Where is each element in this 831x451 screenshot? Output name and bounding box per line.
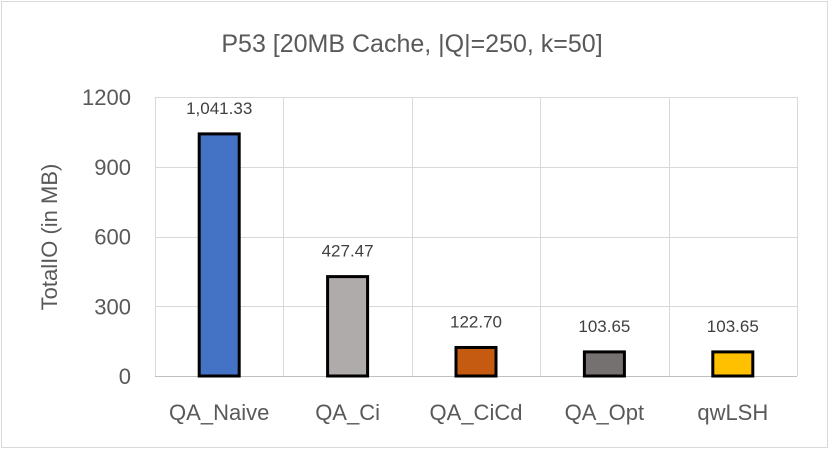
x-tick-label: QA_Naive (169, 400, 269, 425)
bar-qa-cicd (454, 345, 498, 378)
x-axis-categories: QA_Naive QA_Ci QA_CiCd QA_Opt qwLSH (169, 400, 768, 425)
bar-qwlsh (711, 350, 755, 378)
y-tick-label: 900 (94, 155, 131, 180)
data-label: 427.47 (322, 242, 374, 261)
bars (197, 132, 755, 378)
y-tick-label: 0 (119, 364, 131, 389)
data-label: 103.65 (707, 317, 759, 336)
x-tick-label: qwLSH (697, 400, 768, 425)
grid-lines (155, 97, 798, 377)
y-tick-label: 300 (94, 294, 131, 319)
y-axis-label: TotalIO (in MB) (37, 164, 62, 311)
bar-qa-opt (582, 350, 626, 378)
data-label: 122.70 (450, 312, 502, 331)
y-tick-label: 1200 (82, 85, 131, 110)
data-label: 1,041.33 (186, 99, 252, 118)
x-tick-label: QA_Ci (315, 400, 380, 425)
y-axis-ticks: 0 300 600 900 1200 (82, 85, 131, 389)
chart-title: P53 [20MB Cache, |Q|=250, k=50] (221, 30, 602, 58)
x-tick-label: QA_CiCd (430, 400, 523, 425)
bar-qa-naive (197, 132, 241, 378)
data-label: 103.65 (578, 317, 630, 336)
y-tick-label: 600 (94, 225, 131, 250)
x-tick-label: QA_Opt (565, 400, 644, 425)
bar-qa-ci (326, 275, 370, 378)
data-labels: 1,041.33 427.47 122.70 103.65 103.65 (186, 99, 759, 336)
